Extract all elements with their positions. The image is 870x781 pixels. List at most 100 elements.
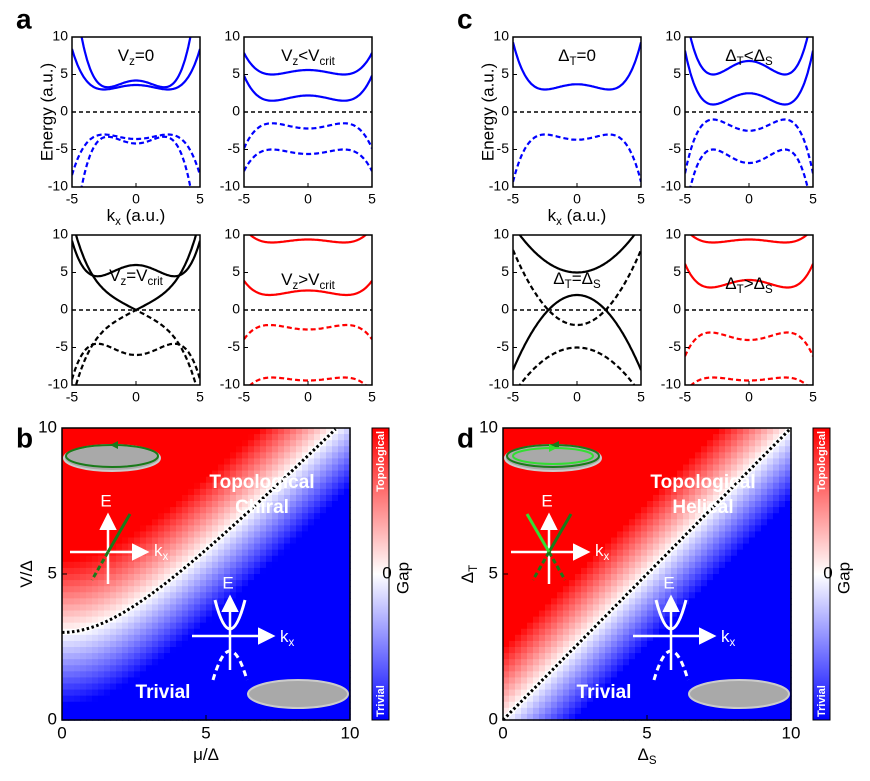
phase-cell [218, 592, 225, 599]
phase-cell [320, 452, 327, 459]
phase-cell [176, 471, 183, 478]
y-tick-label: -5 [228, 140, 241, 156]
phase-cell [773, 659, 780, 666]
phase-cell [218, 684, 225, 691]
phase-cell [647, 677, 654, 684]
phase-cell [581, 708, 588, 715]
phase-cell [158, 434, 165, 441]
y-tick-label: 10 [479, 417, 498, 436]
phase-cell [521, 580, 528, 587]
phase-cell [665, 708, 672, 715]
phase-cell [296, 538, 303, 545]
phase-cell [767, 562, 774, 569]
phase-cell [188, 641, 195, 648]
phase-cell [338, 519, 345, 526]
phase-cell [140, 653, 147, 660]
phase-cell [503, 434, 510, 441]
phase-cell [266, 653, 273, 660]
phase-cell [593, 477, 600, 484]
phase-cell [755, 641, 762, 648]
phase-cell [743, 671, 750, 678]
phase-cell [206, 465, 213, 472]
phase-cell [146, 556, 153, 563]
phase-cell [707, 550, 714, 557]
phase-cell [254, 653, 261, 660]
phase-cell [713, 562, 720, 569]
phase-cell [761, 495, 768, 502]
text-part: Δ [725, 274, 736, 293]
phase-cell [134, 568, 141, 575]
phase-cell [629, 501, 636, 508]
phase-cell [641, 647, 648, 654]
phase-cell [266, 440, 273, 447]
phase-cell [170, 440, 177, 447]
phase-cell [92, 556, 99, 563]
phase-cell [641, 653, 648, 660]
phase-cell [278, 538, 285, 545]
phase-cell [194, 641, 201, 648]
y-tick-label: -5 [228, 338, 241, 354]
phase-cell [206, 519, 213, 526]
phase-cell [284, 574, 291, 581]
phase-cell [200, 574, 207, 581]
phase-cell [737, 452, 744, 459]
phase-cell [230, 452, 237, 459]
phase-cell [224, 684, 231, 691]
phase-cell [707, 598, 714, 605]
phase-cell [224, 465, 231, 472]
phase-cell [194, 507, 201, 514]
phase-cell [308, 531, 315, 538]
phase-cell [200, 477, 207, 484]
phase-cell [749, 525, 756, 532]
phase-cell [533, 653, 540, 660]
phase-cell [128, 617, 135, 624]
phase-cell [605, 525, 612, 532]
phase-cell [212, 617, 219, 624]
phase-cell [743, 507, 750, 514]
y-tick-label: 5 [60, 263, 68, 279]
phase-cell [653, 623, 660, 630]
phase-cell [116, 483, 123, 490]
phase-cell [617, 489, 624, 496]
phase-cell [278, 440, 285, 447]
phase-cell [557, 483, 564, 490]
phase-cell [134, 471, 141, 478]
phase-cell [194, 598, 201, 605]
phase-cell [503, 677, 510, 684]
phase-cell [755, 428, 762, 435]
phase-cell [218, 647, 225, 654]
phase-cell [86, 684, 93, 691]
phase-cell [515, 477, 522, 484]
phase-cell [110, 598, 117, 605]
phase-cell [80, 538, 87, 545]
phase-cell [272, 452, 279, 459]
phase-cell [653, 501, 660, 508]
phase-cell [587, 580, 594, 587]
phase-cell [74, 538, 81, 545]
phase-cell [611, 641, 618, 648]
phase-cell [683, 586, 690, 593]
phase-cell [707, 653, 714, 660]
phase-cell [110, 562, 117, 569]
phase-cell [641, 696, 648, 703]
phase-cell [695, 428, 702, 435]
phase-cell [326, 671, 333, 678]
phase-cell [320, 708, 327, 715]
phase-cell [188, 653, 195, 660]
phase-cell [689, 465, 696, 472]
phase-cell [779, 483, 786, 490]
phase-cell [248, 611, 255, 618]
phase-cell [665, 428, 672, 435]
phase-cell [296, 513, 303, 520]
phase-cell [158, 653, 165, 660]
phase-cell [515, 629, 522, 636]
phase-cell [260, 671, 267, 678]
phase-cell [92, 580, 99, 587]
phase-cell [683, 592, 690, 599]
phase-cell [767, 592, 774, 599]
phase-cell [701, 586, 708, 593]
inset-label: E [222, 573, 233, 592]
phase-cell [236, 598, 243, 605]
phase-cell [320, 483, 327, 490]
phase-cell [98, 684, 105, 691]
